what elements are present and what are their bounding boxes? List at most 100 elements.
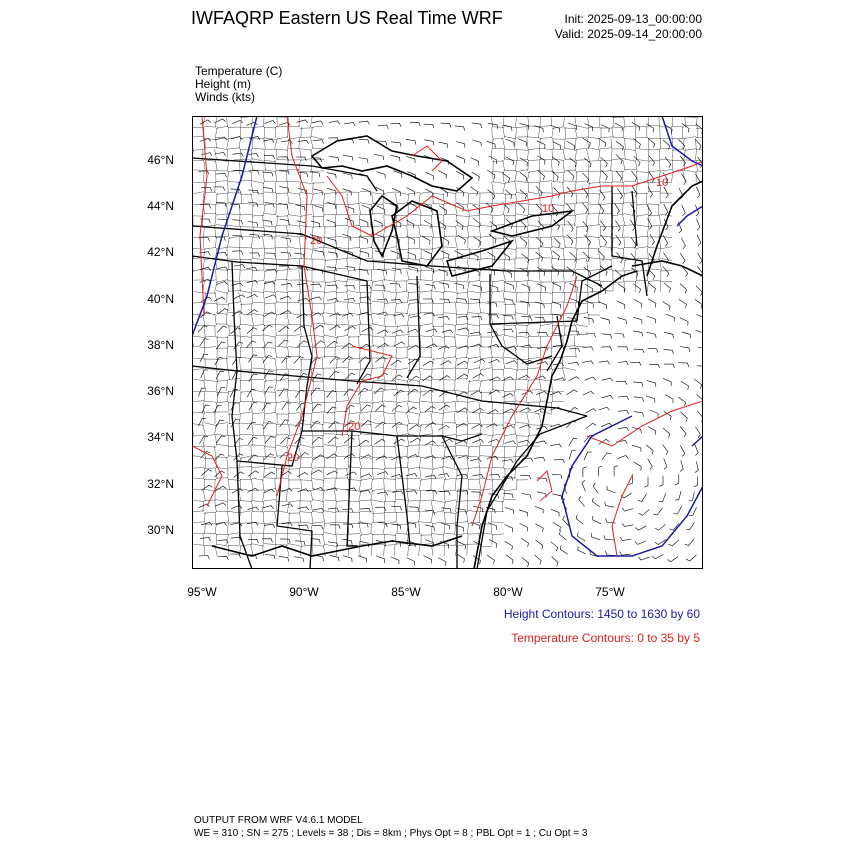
county-line — [490, 334, 505, 348]
county-line — [491, 401, 505, 414]
county-line — [479, 203, 493, 216]
county-line — [347, 236, 361, 249]
wind-barb — [646, 395, 656, 403]
wind-barb — [343, 437, 355, 444]
wind-barb — [360, 373, 372, 381]
wind-barb — [553, 237, 561, 248]
wind-barb — [488, 493, 500, 499]
county-line — [490, 301, 505, 315]
county-line — [311, 346, 325, 359]
county-line — [539, 159, 553, 172]
county-line — [214, 444, 229, 458]
wind-barb — [647, 186, 653, 198]
wind-barb — [313, 205, 324, 213]
county-line — [455, 500, 469, 513]
county-line — [203, 544, 217, 557]
wind-barb — [326, 453, 338, 460]
county-line — [286, 389, 301, 403]
county-line — [418, 323, 433, 337]
county-line — [371, 511, 385, 524]
county-line — [323, 401, 337, 414]
county-line — [310, 147, 325, 161]
county-line — [491, 368, 505, 381]
county-line — [503, 324, 517, 337]
county-line — [599, 203, 613, 216]
county-line — [311, 291, 325, 304]
wind-barb — [343, 388, 354, 396]
wind-barb — [502, 252, 511, 262]
county-line — [598, 235, 613, 249]
wind-barb — [440, 522, 450, 530]
county-line — [192, 390, 205, 403]
county-line — [407, 324, 421, 337]
county-line — [371, 258, 385, 271]
wind-barb — [231, 488, 243, 494]
county-line — [551, 159, 565, 172]
county-line — [226, 345, 241, 359]
county-line — [586, 257, 601, 271]
county-line — [238, 510, 253, 524]
county-line — [479, 335, 493, 348]
county-line — [323, 390, 337, 403]
county-line — [394, 444, 409, 458]
wind-barb — [471, 171, 480, 181]
wind-barb — [344, 420, 355, 428]
wind-barb — [438, 557, 447, 566]
wind-barb — [201, 484, 213, 491]
county-line — [214, 213, 229, 227]
wind-barb — [439, 375, 451, 381]
county-line — [311, 379, 325, 392]
county-line — [394, 477, 409, 491]
wind-barb — [214, 470, 225, 478]
county-line — [262, 477, 277, 491]
county-line — [192, 533, 205, 545]
wind-barb — [232, 235, 244, 240]
county-line — [383, 544, 397, 557]
wind-barb — [567, 169, 575, 181]
county-line — [371, 390, 385, 403]
county-line — [490, 510, 505, 524]
county-line — [442, 455, 457, 469]
county-line — [322, 422, 337, 436]
wind-barb — [201, 404, 210, 414]
wind-barb — [519, 157, 528, 167]
county-line — [455, 368, 469, 381]
county-line — [647, 247, 661, 260]
county-line — [407, 467, 421, 480]
wind-barb — [600, 157, 608, 168]
county-line — [347, 445, 361, 458]
wind-barb — [375, 506, 386, 512]
county-line — [192, 477, 205, 490]
county-line — [443, 544, 457, 557]
wind-barb — [620, 536, 632, 541]
wind-barb — [505, 138, 515, 147]
wind-barb — [215, 173, 227, 178]
wind-barb — [457, 541, 466, 550]
county-line — [443, 489, 457, 502]
county-line — [251, 137, 265, 150]
county-line — [383, 456, 397, 469]
wind-barb — [375, 404, 386, 412]
wind-barb — [553, 377, 566, 381]
wind-barb — [550, 443, 562, 448]
wind-barb — [425, 328, 438, 333]
wind-barb — [590, 532, 600, 541]
wind-barb — [454, 125, 465, 131]
county-line — [335, 500, 349, 513]
county-line — [226, 356, 241, 370]
county-line — [491, 148, 505, 161]
wind-barb — [567, 221, 574, 232]
wind-barb — [518, 509, 529, 517]
county-line — [214, 510, 229, 524]
wind-barb — [200, 204, 211, 209]
wind-barb — [199, 137, 212, 142]
county-line — [467, 522, 481, 535]
wind-barb — [455, 141, 466, 148]
wind-barb — [217, 387, 226, 396]
wind-barb — [358, 157, 369, 163]
county-line — [658, 246, 673, 260]
wind-barb — [296, 472, 309, 478]
county-line — [214, 323, 229, 337]
county-line — [574, 257, 589, 271]
county-line — [323, 302, 337, 315]
